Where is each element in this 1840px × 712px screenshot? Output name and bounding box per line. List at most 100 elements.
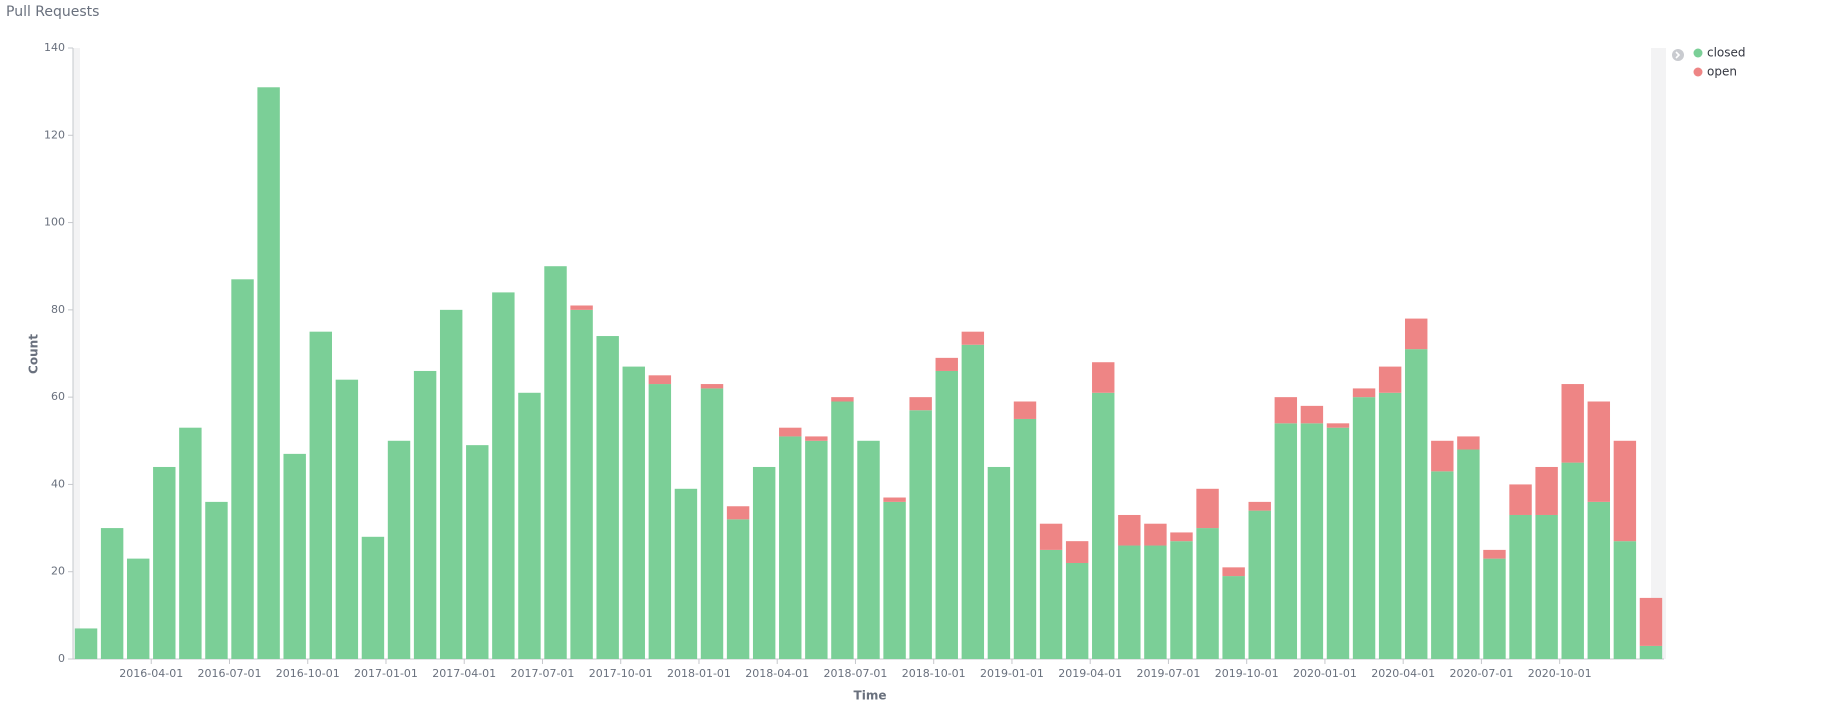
bar-segment — [1144, 545, 1167, 659]
bar-segment — [257, 87, 280, 660]
chart-title: Pull Requests — [6, 4, 99, 20]
legend-swatch — [1693, 67, 1703, 77]
bar-segment — [518, 392, 541, 659]
x-tick-label: 2020-01-01 — [1293, 667, 1357, 680]
x-tick-label: 2018-01-01 — [667, 667, 731, 680]
bar-segment — [1405, 318, 1428, 350]
bar-segment — [1170, 541, 1193, 659]
bar-segment — [1144, 523, 1167, 546]
bar-segment — [1378, 392, 1402, 659]
bar-segment — [1378, 366, 1402, 393]
bar-segment — [1613, 541, 1637, 659]
bar-segment — [1300, 423, 1324, 659]
bar-segment — [1431, 440, 1454, 472]
bar-segment — [1509, 484, 1532, 515]
bar-segment — [1405, 349, 1428, 659]
bar-segment — [596, 336, 619, 659]
bar-segment — [153, 466, 176, 659]
x-tick-label: 2016-07-01 — [198, 667, 262, 680]
y-tick-label: 40 — [51, 477, 65, 490]
bar-segment — [1065, 541, 1089, 563]
bar-segment — [961, 344, 985, 659]
x-axis-title: Time — [854, 689, 887, 703]
x-tick-label: 2020-07-01 — [1449, 667, 1513, 680]
bar-segment — [544, 266, 567, 659]
bar-segment — [1196, 488, 1219, 529]
bar-segment — [674, 488, 698, 659]
bar-segment — [1170, 532, 1193, 542]
bar-segment — [1352, 388, 1376, 398]
bar-segment — [361, 536, 385, 659]
bar-segment — [1431, 471, 1454, 659]
y-tick-label: 0 — [58, 652, 65, 665]
bar-segment — [831, 397, 854, 402]
bar-segment — [1457, 449, 1480, 659]
bar-segment — [1222, 576, 1245, 659]
bar-segment — [805, 440, 828, 659]
bar-segment — [1352, 397, 1376, 659]
bar-segment — [935, 370, 958, 659]
legend-label: open — [1707, 65, 1737, 79]
bar-segment — [883, 501, 906, 659]
bar-segment — [1039, 523, 1063, 550]
bar-segment — [1300, 405, 1324, 424]
x-tick-label: 2017-10-01 — [589, 667, 653, 680]
legend-toggle-icon[interactable] — [1675, 51, 1681, 59]
bar-segment — [1535, 514, 1558, 659]
bar-segment — [1639, 645, 1663, 659]
y-tick-label: 140 — [44, 41, 65, 54]
bar-segment — [805, 436, 828, 441]
bar-segment — [1587, 501, 1611, 659]
bar-segment — [987, 466, 1011, 659]
bar-segment — [1535, 466, 1558, 515]
bar-segment — [1013, 418, 1037, 659]
bar-segment — [283, 453, 306, 659]
bar-segment — [413, 370, 437, 659]
bar-segment — [1326, 423, 1350, 428]
bar-segment — [1639, 597, 1663, 646]
bar-segment — [492, 292, 515, 659]
x-tick-label: 2017-01-01 — [354, 667, 418, 680]
axis-band — [73, 48, 80, 659]
bar-segment — [1039, 549, 1063, 659]
bar-segment — [439, 309, 463, 659]
bar-segment — [1613, 440, 1637, 542]
bar-segment — [1509, 514, 1532, 659]
bar-segment — [1483, 558, 1506, 659]
bar-segment — [648, 375, 672, 385]
x-tick-label: 2019-01-01 — [980, 667, 1044, 680]
bar-segment — [1092, 392, 1115, 659]
y-tick-label: 100 — [44, 216, 65, 229]
bar-segment — [335, 379, 359, 659]
bar-segment — [909, 397, 932, 411]
x-tick-label: 2020-10-01 — [1528, 667, 1592, 680]
x-tick-label: 2018-07-01 — [823, 667, 887, 680]
bar-segment — [648, 384, 672, 659]
bar-segment — [74, 628, 98, 659]
bar-segment — [570, 309, 593, 659]
bar-segment — [205, 501, 228, 659]
axis-band — [1651, 48, 1666, 659]
bar-segment — [857, 440, 880, 659]
bar-segment — [1013, 401, 1037, 419]
bar-segment — [570, 305, 593, 310]
x-tick-label: 2017-07-01 — [511, 667, 575, 680]
y-tick-label: 120 — [44, 128, 65, 141]
x-tick-label: 2019-10-01 — [1215, 667, 1279, 680]
bar-segment — [1065, 562, 1089, 659]
bar-segment — [1248, 501, 1271, 511]
bar-segment — [726, 506, 750, 520]
bar-segment — [883, 497, 906, 502]
bar-segment — [1222, 567, 1245, 577]
bar-segment — [831, 401, 854, 659]
x-tick-label: 2020-04-01 — [1371, 667, 1435, 680]
bar-segment — [700, 388, 724, 659]
bar-segment — [126, 558, 150, 659]
x-tick-label: 2019-04-01 — [1058, 667, 1122, 680]
y-tick-label: 20 — [51, 565, 65, 578]
x-tick-label: 2016-04-01 — [119, 667, 183, 680]
bar-segment — [231, 279, 254, 659]
bar-segment — [466, 445, 489, 659]
bar-segment — [1118, 514, 1141, 546]
